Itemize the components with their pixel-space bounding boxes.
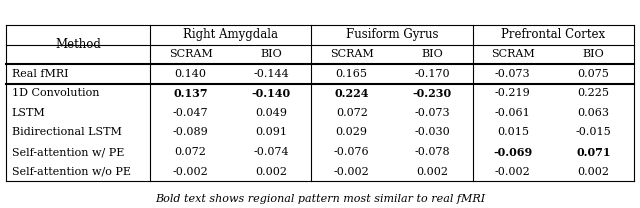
Text: -0.061: -0.061 (495, 108, 531, 118)
Text: -0.078: -0.078 (415, 147, 450, 157)
Text: 0.091: 0.091 (255, 128, 287, 137)
Text: SCRAM: SCRAM (169, 49, 212, 59)
Text: -0.230: -0.230 (413, 88, 452, 99)
Text: 0.002: 0.002 (577, 167, 609, 177)
Text: 1D Convolution: 1D Convolution (12, 88, 99, 98)
Text: SCRAM: SCRAM (330, 49, 374, 59)
Text: 0.063: 0.063 (577, 108, 609, 118)
Text: 0.049: 0.049 (255, 108, 287, 118)
Text: -0.073: -0.073 (495, 69, 531, 79)
Text: BIO: BIO (421, 49, 443, 59)
Text: 0.075: 0.075 (577, 69, 609, 79)
Text: 0.165: 0.165 (336, 69, 368, 79)
Text: -0.140: -0.140 (252, 88, 291, 99)
Text: 0.071: 0.071 (576, 146, 611, 157)
Text: 0.224: 0.224 (335, 88, 369, 99)
Text: -0.002: -0.002 (495, 167, 531, 177)
Text: LSTM: LSTM (12, 108, 45, 118)
Text: Prefrontal Cortex: Prefrontal Cortex (501, 28, 605, 41)
Text: -0.089: -0.089 (173, 128, 209, 137)
Text: BIO: BIO (582, 49, 604, 59)
Text: -0.002: -0.002 (334, 167, 370, 177)
Text: -0.144: -0.144 (253, 69, 289, 79)
Text: 0.072: 0.072 (336, 108, 367, 118)
Text: 0.029: 0.029 (336, 128, 368, 137)
Text: Fusiform Gyrus: Fusiform Gyrus (346, 28, 438, 41)
Text: Bidirectional LSTM: Bidirectional LSTM (12, 128, 122, 137)
Text: -0.015: -0.015 (575, 128, 611, 137)
Text: -0.219: -0.219 (495, 88, 531, 98)
Text: Bold text shows regional pattern most similar to real fMRI: Bold text shows regional pattern most si… (155, 194, 485, 204)
Text: -0.002: -0.002 (173, 167, 209, 177)
Text: -0.030: -0.030 (414, 128, 450, 137)
Text: 0.002: 0.002 (416, 167, 448, 177)
Text: Self-attention w/o PE: Self-attention w/o PE (12, 167, 131, 177)
Text: Right Amygdala: Right Amygdala (184, 28, 278, 41)
Text: -0.073: -0.073 (415, 108, 450, 118)
Text: SCRAM: SCRAM (491, 49, 534, 59)
Text: 0.225: 0.225 (577, 88, 609, 98)
Text: 0.002: 0.002 (255, 167, 287, 177)
Text: 0.072: 0.072 (175, 147, 207, 157)
Text: -0.076: -0.076 (334, 147, 369, 157)
Text: 0.015: 0.015 (497, 128, 529, 137)
Text: Method: Method (56, 38, 101, 51)
Text: -0.069: -0.069 (493, 146, 532, 157)
Text: BIO: BIO (260, 49, 282, 59)
Text: Self-attention w/ PE: Self-attention w/ PE (12, 147, 124, 157)
Text: 0.140: 0.140 (175, 69, 207, 79)
Text: -0.074: -0.074 (253, 147, 289, 157)
Text: -0.047: -0.047 (173, 108, 209, 118)
Text: -0.170: -0.170 (415, 69, 450, 79)
Text: Real fMRI: Real fMRI (12, 69, 68, 79)
Text: 0.137: 0.137 (173, 88, 208, 99)
